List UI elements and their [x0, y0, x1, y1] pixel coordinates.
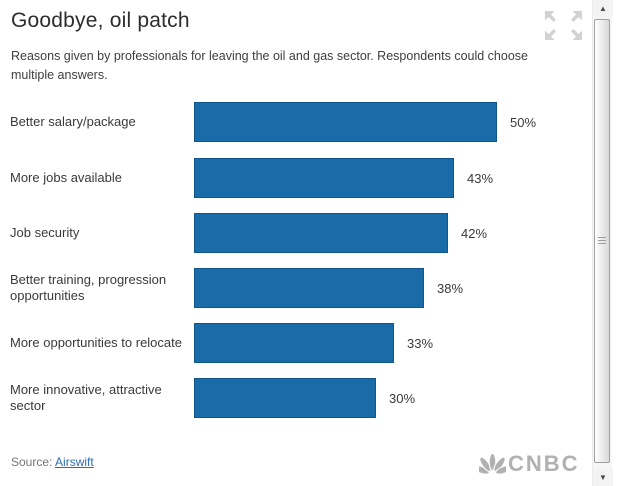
chart-row: Job security 42%	[0, 213, 592, 253]
scroll-up-icon: ▲	[599, 4, 607, 13]
value-label: 43%	[467, 170, 494, 186]
value-label: 38%	[437, 280, 464, 296]
scrollbar-grip-icon	[598, 237, 606, 246]
category-label: Better salary/package	[10, 114, 136, 130]
chart-row: More jobs available 43%	[0, 158, 592, 198]
scrollbar-thumb[interactable]	[594, 19, 610, 463]
bar[interactable]	[194, 378, 376, 418]
chart-subtitle: Reasons given by professionals for leavi…	[11, 49, 528, 82]
value-label: 50%	[510, 114, 537, 130]
category-label: More innovative, attractive sector	[10, 382, 162, 413]
bar[interactable]	[194, 323, 394, 363]
category-label: More opportunities to relocate	[10, 335, 182, 351]
value-label: 42%	[461, 225, 488, 241]
chart-row: More innovative, attractive sector 30%	[0, 378, 592, 418]
chart-row: More opportunities to relocate 33%	[0, 323, 592, 363]
vertical-scrollbar[interactable]: ▲ ▼	[592, 0, 613, 486]
bar[interactable]	[194, 213, 448, 253]
bar[interactable]	[194, 158, 454, 198]
page-title: Goodbye, oil patch	[11, 9, 190, 32]
bar[interactable]	[194, 102, 497, 142]
value-label: 33%	[407, 335, 434, 351]
source-label: Source: Airswift	[11, 455, 94, 469]
scrollbar-down-button[interactable]: ▼	[593, 469, 613, 486]
fullscreen-expand-icon[interactable]	[545, 11, 582, 40]
logo-text: CNBC	[508, 451, 580, 476]
bar[interactable]	[194, 268, 424, 308]
chart-row: Better salary/package 50%	[0, 102, 592, 142]
scroll-down-icon: ▼	[599, 473, 607, 482]
category-label: Better training, progression opportuniti…	[10, 272, 167, 303]
source-link[interactable]: Airswift	[55, 455, 94, 469]
category-label: More jobs available	[10, 170, 123, 186]
scrollbar-up-button[interactable]: ▲	[593, 0, 613, 17]
cnbc-logo: CNBC	[479, 452, 580, 476]
source-prefix: Source:	[11, 455, 56, 469]
chart-row: Better training, progression opportuniti…	[0, 268, 592, 308]
category-label: Job security	[10, 225, 80, 241]
value-label: 30%	[389, 390, 416, 406]
peacock-icon	[479, 452, 506, 475]
